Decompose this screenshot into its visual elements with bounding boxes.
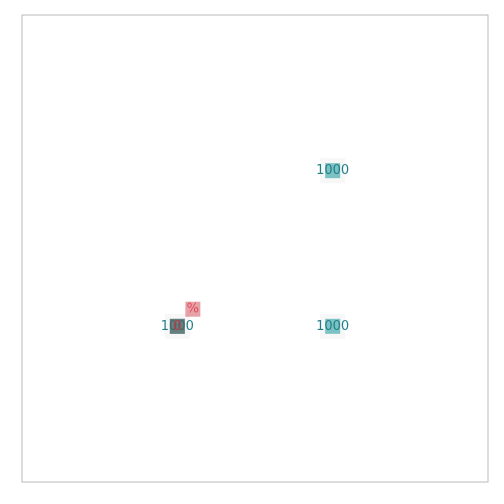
plot-area bbox=[21, 14, 489, 483]
data-point bbox=[169, 318, 185, 334]
data-point bbox=[325, 318, 341, 334]
data-point bbox=[325, 163, 341, 179]
data-label: 0 bbox=[173, 319, 181, 334]
data-marks: 100010001000%0 bbox=[161, 158, 349, 339]
data-label: % bbox=[187, 302, 199, 317]
data-label: 1000 bbox=[316, 163, 349, 178]
data-label: 1000 bbox=[316, 319, 349, 334]
data-point bbox=[185, 301, 201, 317]
